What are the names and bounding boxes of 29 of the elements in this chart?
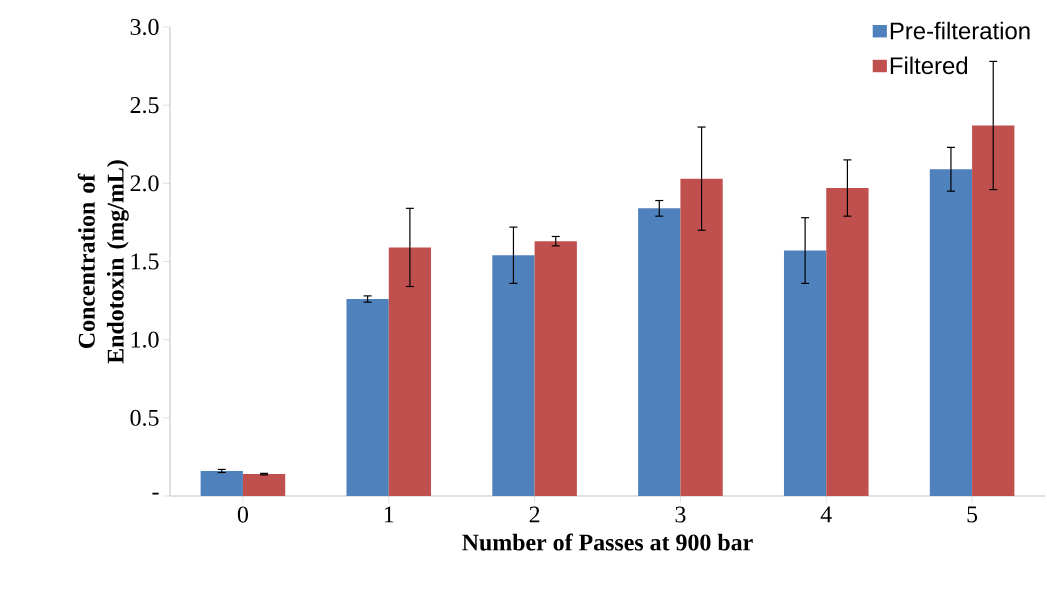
- x-axis-title: Number of Passes at 900 bar: [462, 533, 753, 551]
- bar: [492, 255, 535, 496]
- bar: [929, 169, 973, 496]
- bar: [200, 470, 243, 496]
- bar: [972, 125, 1015, 496]
- x-tick-label: 3: [675, 506, 686, 523]
- x-tick-label: 4: [820, 506, 832, 523]
- bar: [638, 208, 681, 496]
- bar: [680, 178, 723, 496]
- x-tick-label: 5: [967, 506, 978, 523]
- y-tick-label: 1.5: [131, 253, 159, 270]
- legend-label: Pre-filteration: [890, 21, 1030, 40]
- x-tick-label: 0: [237, 506, 248, 523]
- y-tick-label: -: [152, 492, 159, 495]
- bar: [783, 250, 827, 496]
- y-tick-label: 0.5: [130, 409, 159, 426]
- y-tick-label: 2.0: [130, 175, 159, 192]
- y-tick-label: 2.5: [130, 97, 159, 114]
- bar: [826, 188, 869, 496]
- bar: [346, 299, 389, 496]
- x-tick-label: 2: [529, 506, 540, 523]
- legend-label: Filtered: [890, 56, 968, 75]
- y-tick-label: 1.0: [131, 331, 159, 348]
- y-tick-label: 3.0: [130, 18, 159, 36]
- y-axis-title: Concentration of Endotoxin (mg/mL): [77, 160, 129, 364]
- bar: [242, 474, 286, 496]
- bar: [388, 247, 432, 496]
- bar: [534, 241, 577, 496]
- x-tick-label: 1: [384, 506, 394, 523]
